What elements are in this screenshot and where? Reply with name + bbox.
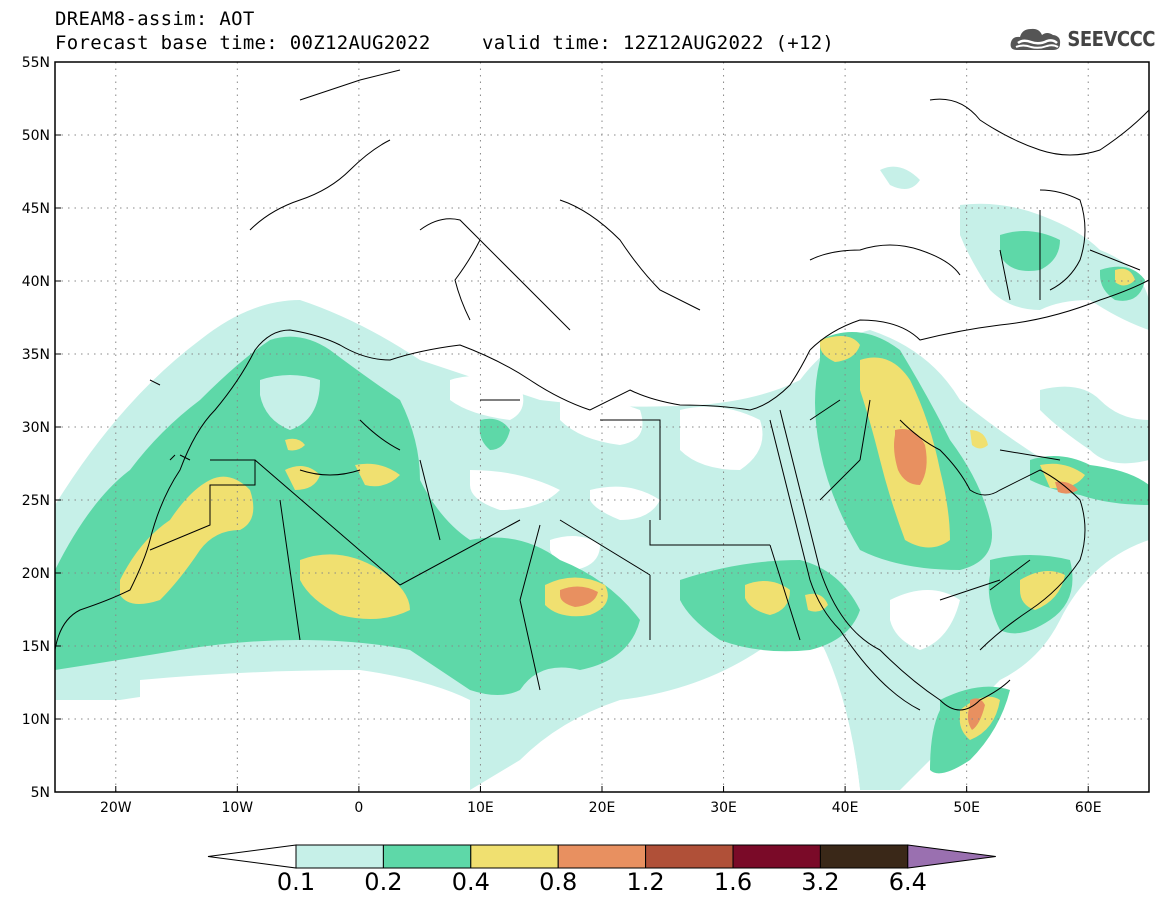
lat-tick-label: 45N xyxy=(22,201,50,217)
valid-time: valid time: 12Z12AUG2022 (+12) xyxy=(482,32,835,54)
colorbar-label: 0.1 xyxy=(276,868,316,896)
colorbar-bin xyxy=(819,844,909,869)
colorbar-bin xyxy=(645,844,734,869)
colorbar-bin xyxy=(557,844,647,869)
lat-tick-label: 40N xyxy=(22,274,50,290)
aot-colorbar xyxy=(207,844,996,869)
colorbar-over-triangle xyxy=(907,844,996,869)
lon-tick-label: 30E xyxy=(710,800,737,816)
lat-tick-label: 50N xyxy=(22,128,50,144)
lon-tick-label: 50E xyxy=(953,800,980,816)
lon-tick-label: 40E xyxy=(832,800,859,816)
lat-tick-label: 25N xyxy=(22,493,50,509)
lat-tick-label: 15N xyxy=(22,639,50,655)
cloud-icon xyxy=(1011,28,1061,50)
logo-text: SEEVCCC xyxy=(1067,27,1155,51)
lon-tick-label: 0 xyxy=(354,800,363,816)
colorbar-label: 0.2 xyxy=(364,868,403,896)
lat-tick-label: 20N xyxy=(22,566,50,582)
seevccc-logo: SEEVCCC xyxy=(1009,24,1155,54)
lat-tick-label: 30N xyxy=(22,420,50,436)
colorbar-label: 1.2 xyxy=(626,868,665,896)
longitude-axis: 20W 10W 0 10E 20E 30E 40E 50E 60E xyxy=(100,786,1102,816)
colorbar-label: 0.4 xyxy=(451,868,490,896)
lon-tick-label: 20W xyxy=(100,800,132,816)
colorbar-label: 0.8 xyxy=(539,868,578,896)
colorbar-label: 6.4 xyxy=(888,868,927,896)
lon-tick-label: 60E xyxy=(1075,800,1102,816)
colorbar-bin xyxy=(295,844,384,869)
coastlines xyxy=(55,69,1149,711)
lon-tick-label: 10E xyxy=(467,800,494,816)
colorbar-bin xyxy=(382,844,472,869)
map-title: DREAM8-assim: AOT xyxy=(55,8,255,30)
colorbar-under-triangle xyxy=(207,844,297,869)
forecast-base-time: Forecast base time: 00Z12AUG2022 xyxy=(55,32,431,54)
map-grid xyxy=(55,62,1149,792)
colorbar-bin xyxy=(732,844,821,869)
latitude-axis: 5N 10N 15N 20N 25N 30N 35N 40N 45N 50N 55N xyxy=(22,55,61,801)
lat-tick-label: 10N xyxy=(22,712,50,728)
colorbar-bin xyxy=(470,844,559,869)
lat-tick-label: 5N xyxy=(31,785,50,801)
lat-tick-label: 55N xyxy=(22,55,50,71)
colorbar-label: 1.6 xyxy=(713,868,753,896)
lon-tick-label: 20E xyxy=(589,800,616,816)
colorbar-label: 3.2 xyxy=(801,868,840,896)
aot-shading xyxy=(55,166,1149,790)
lat-tick-label: 35N xyxy=(22,347,50,363)
lon-tick-label: 10W xyxy=(221,800,253,816)
